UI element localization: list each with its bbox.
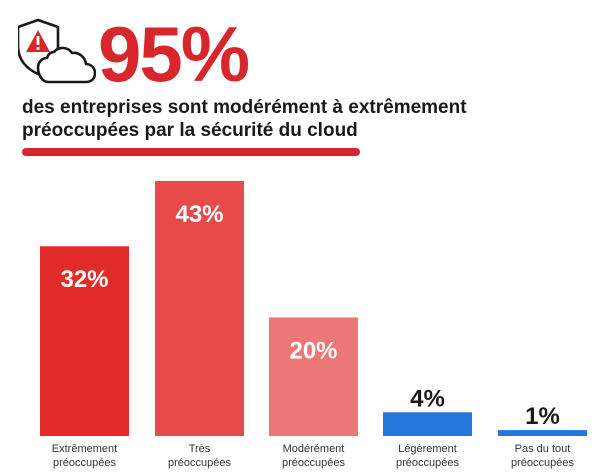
category-label-4-1: préoccupées [511,457,574,469]
category-label-3-1: préoccupées [396,457,459,469]
bar-2 [269,317,358,436]
category-label-1-0: Très [189,443,211,455]
subtitle-line-2: préoccupées par la sécurité du cloud [22,120,358,141]
bar-value-label-1: 43% [175,201,223,228]
category-label-1-1: préoccupées [168,457,231,469]
category-label-0-0: Extrêmement [52,443,117,455]
bar-value-label-2: 20% [289,337,337,364]
bar-value-label-0: 32% [60,266,108,293]
category-label-3-0: Légèrement [398,443,457,455]
headline-percentage: 95% [98,10,250,98]
headline-subtitle: des entreprises sont modérément à extrêm… [22,96,522,142]
bar-value-label-4: 1% [525,403,560,430]
title-underline [22,148,360,156]
category-label-4-0: Pas du tout [515,443,571,455]
warning-shield-cloud-icon [16,16,97,88]
bar-value-label-3: 4% [410,385,445,412]
bar-0 [40,246,129,436]
category-label-0-1: préoccupées [53,457,116,469]
category-label-2-1: préoccupées [282,457,345,469]
subtitle-line-1: des entreprises sont modérément à extrêm… [22,97,467,118]
cloud-icon [36,46,97,84]
bar-1 [155,181,244,436]
bar-3 [383,412,472,436]
bar-4 [498,430,587,436]
category-label-2-0: Modérément [283,443,345,455]
